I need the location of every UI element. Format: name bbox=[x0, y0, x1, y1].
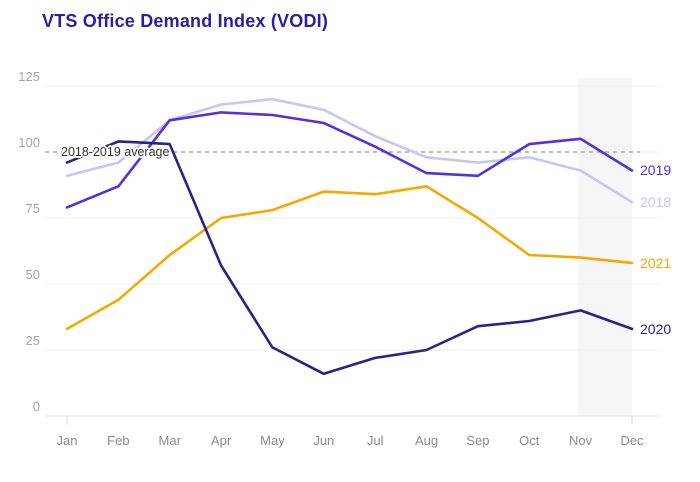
highlight-band bbox=[578, 78, 632, 416]
x-axis-label-Oct: Oct bbox=[519, 433, 540, 448]
x-axis-label-Jan: Jan bbox=[56, 433, 78, 448]
series-label-2019: 2019 bbox=[640, 162, 672, 179]
x-axis-label-May: May bbox=[260, 433, 285, 448]
x-axis-label-Jul: Jul bbox=[366, 433, 384, 448]
x-axis-label-Feb: Feb bbox=[107, 433, 130, 448]
y-axis-label-25: 25 bbox=[25, 333, 40, 348]
x-axis-label-Mar: Mar bbox=[158, 433, 181, 448]
x-axis-label-Jun: Jun bbox=[313, 433, 335, 448]
y-axis-label-100: 100 bbox=[18, 135, 40, 150]
series-label-2021: 2021 bbox=[640, 254, 672, 271]
series-line-2018 bbox=[65, 97, 634, 204]
y-axis-label-125: 125 bbox=[18, 69, 40, 84]
series-line-2019 bbox=[65, 111, 634, 209]
x-axis-label-Apr: Apr bbox=[210, 433, 232, 448]
x-axis-label-Sep: Sep bbox=[466, 433, 490, 448]
average-line-label: 2018-2019 average bbox=[61, 145, 170, 159]
y-axis-label-0: 0 bbox=[32, 399, 40, 414]
x-axis-label-Nov: Nov bbox=[569, 433, 593, 448]
series-line-2020 bbox=[65, 140, 634, 376]
series-label-2018: 2018 bbox=[640, 194, 672, 211]
x-axis-label-Aug: Aug bbox=[414, 433, 439, 448]
chart-title: VTS Office Demand Index (VODI) bbox=[42, 11, 329, 31]
y-axis-label-50: 50 bbox=[25, 267, 40, 282]
y-axis-label-75: 75 bbox=[25, 201, 40, 216]
series-label-2020: 2020 bbox=[640, 320, 672, 337]
x-axis-label-Dec: Dec bbox=[620, 433, 644, 448]
series-line-2021 bbox=[65, 185, 634, 331]
